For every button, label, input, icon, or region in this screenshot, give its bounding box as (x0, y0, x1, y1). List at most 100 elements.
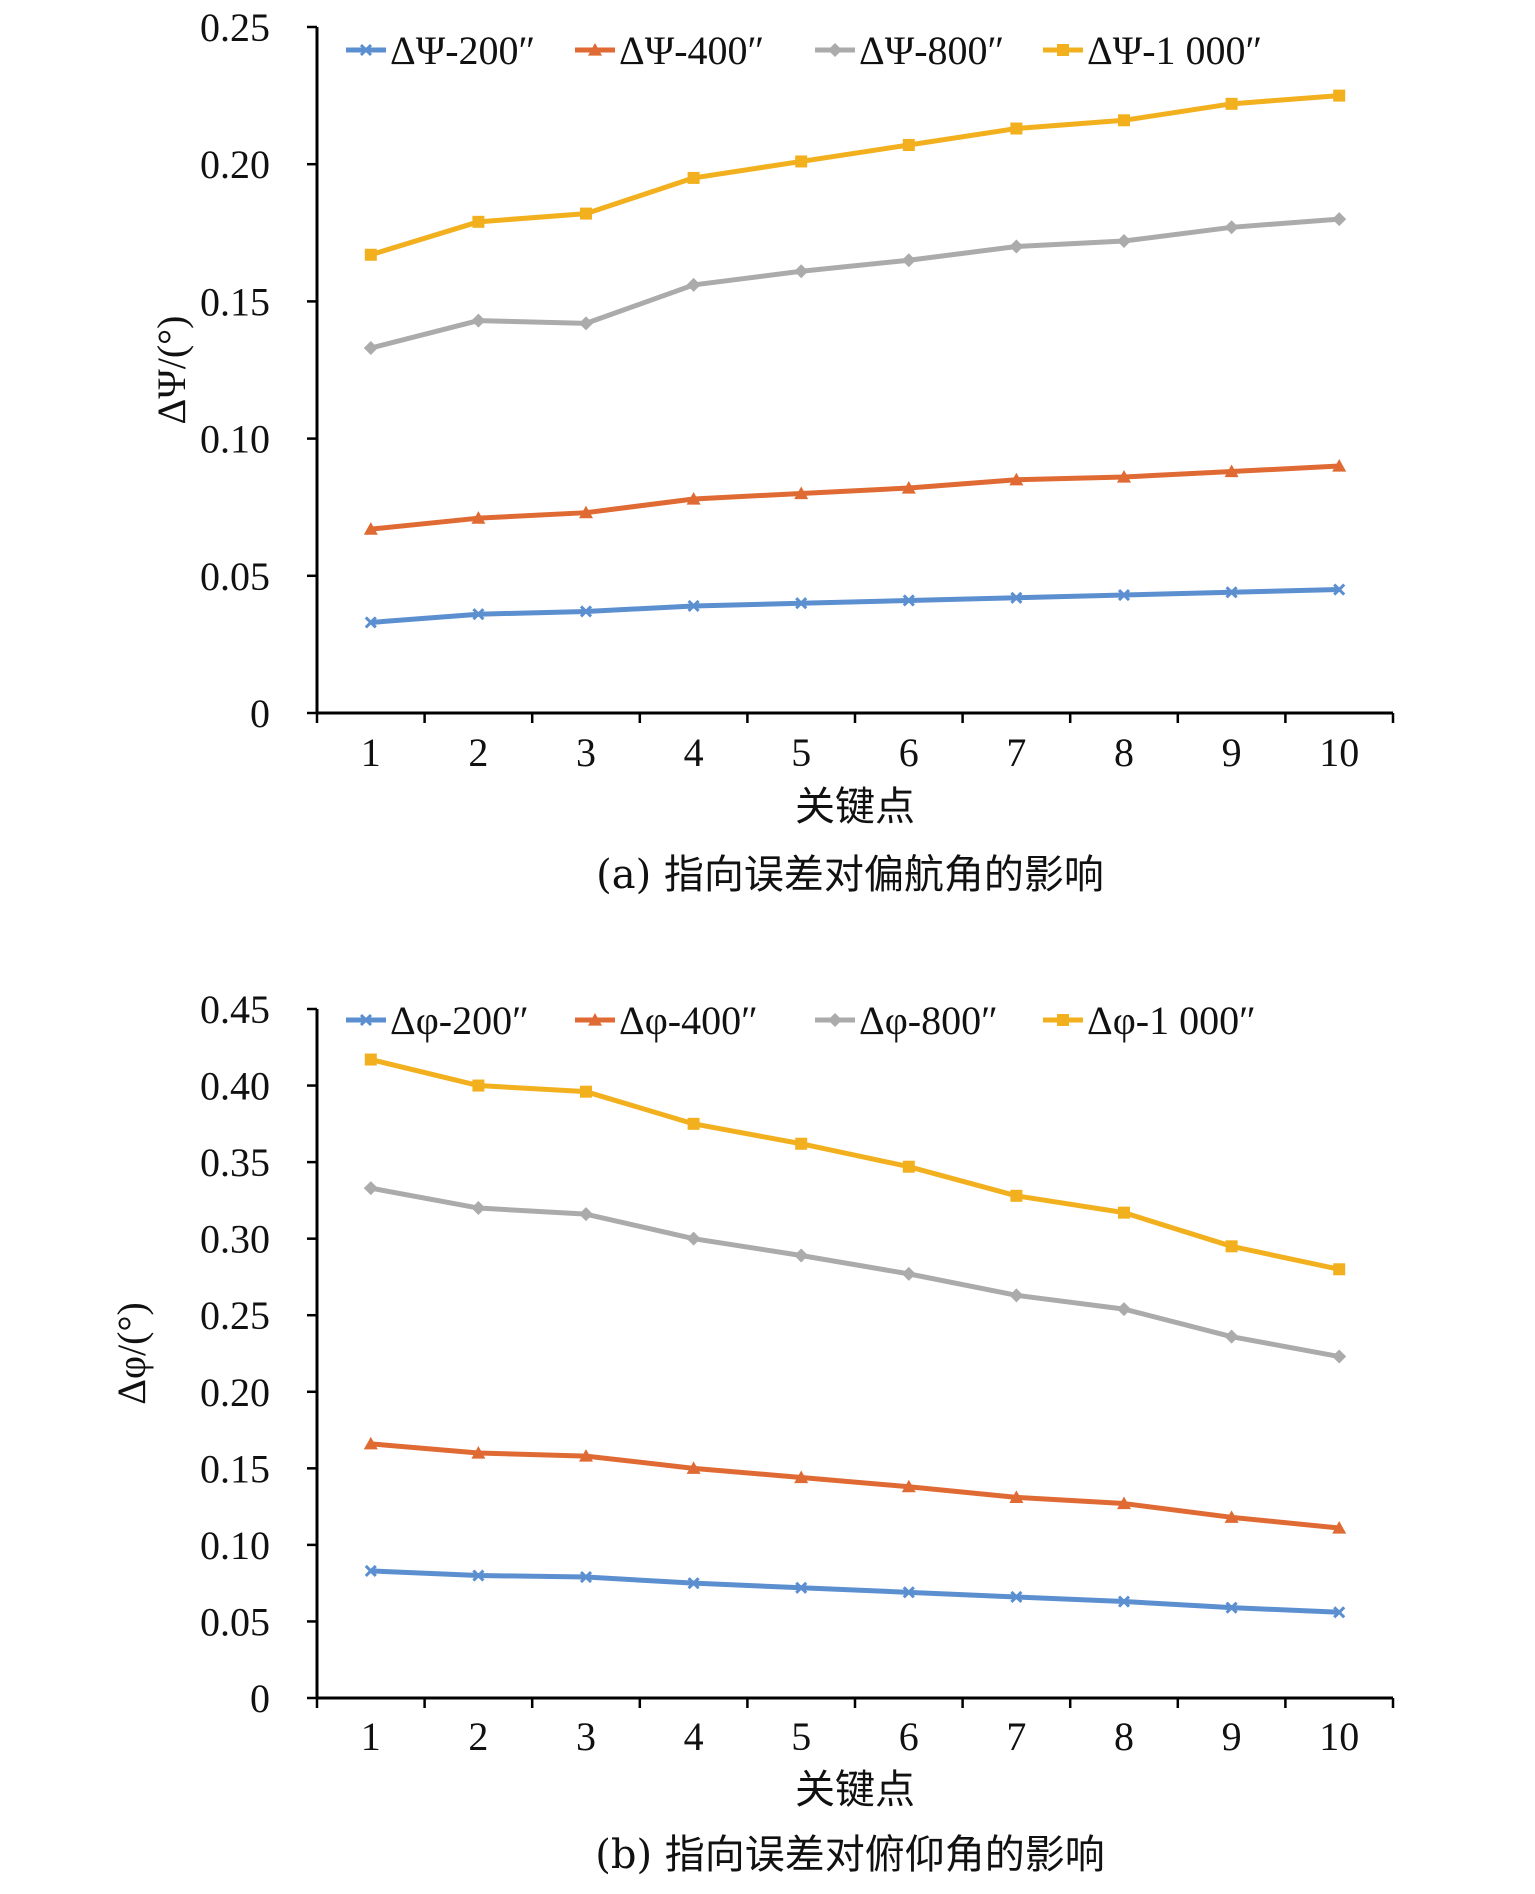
data-point (686, 491, 701, 505)
data-point (901, 1266, 916, 1281)
y-tick-label: 0.45 (200, 987, 270, 1032)
data-point (1117, 234, 1131, 249)
legend-marker (1057, 44, 1069, 56)
data-point (363, 1181, 378, 1196)
y-axis-title: Δφ/(°) (109, 1302, 154, 1405)
y-axis-title: ΔΨ/(°) (149, 316, 194, 425)
data-point (364, 616, 377, 629)
y-tick-label: 0.35 (200, 1140, 270, 1185)
chart-a: 0 0.05 0.10 0.15 0.20 0.25 1 2 3 4 5 6 7 8 9 10 关键点 ΔΨ/(°… (149, 5, 1395, 898)
legend-label: Δφ-400″ (619, 998, 758, 1043)
data-point (579, 1449, 593, 1462)
data-point (1010, 1590, 1023, 1604)
y-tick-label: 0 (250, 691, 270, 736)
data-point (1117, 588, 1131, 602)
x-tick-label: 1 (361, 1714, 381, 1759)
data-point (579, 505, 593, 519)
data-point (1225, 1240, 1238, 1253)
data-point (579, 316, 593, 331)
data-point (902, 594, 915, 607)
data-point (1333, 1606, 1346, 1619)
data-point (471, 1446, 486, 1459)
series-3 (364, 89, 1346, 261)
data-point (364, 1053, 377, 1066)
x-tick-label: 5 (791, 730, 811, 775)
data-point (1009, 472, 1024, 486)
x-tick-label: 8 (1114, 1714, 1134, 1759)
x-tick-label: 10 (1319, 1714, 1359, 1759)
data-point (794, 1248, 809, 1263)
series-line (370, 1441, 1340, 1531)
data-point (579, 1207, 593, 1222)
x-tick-label: 2 (468, 730, 488, 775)
data-point (1117, 1496, 1131, 1510)
data-point (795, 1581, 808, 1594)
data-point (687, 599, 700, 613)
data-point (902, 138, 915, 151)
y-tick-label: 0.05 (200, 554, 270, 599)
data-point (1224, 464, 1239, 478)
data-point (472, 608, 485, 621)
x-tick-label: 6 (899, 1714, 919, 1759)
legend-label: Δφ-1 000″ (1087, 998, 1256, 1043)
data-point (580, 1085, 592, 1098)
legend-label: Δφ-800″ (859, 998, 998, 1043)
x-tick-label: 10 (1319, 730, 1359, 775)
series-2 (363, 212, 1347, 356)
y-tick-label: 0.15 (200, 1446, 270, 1491)
legend-item: Δφ-400″ (575, 998, 758, 1043)
data-point (1009, 1490, 1024, 1504)
legend-item: Δφ-200″ (346, 998, 529, 1043)
legend-label: Δφ-200″ (390, 998, 529, 1043)
y-tick-label: 0.15 (200, 279, 270, 324)
data-point (472, 1569, 485, 1582)
data-point (471, 1201, 486, 1216)
data-point (472, 1079, 485, 1092)
data-point (1118, 114, 1130, 127)
data-point (902, 1586, 915, 1599)
legend-label: ΔΨ-200″ (390, 28, 535, 73)
series-line (370, 216, 1340, 351)
legend-label: ΔΨ-800″ (859, 28, 1004, 73)
legend-item: ΔΨ-400″ (575, 28, 764, 73)
data-point (686, 1461, 701, 1474)
legend-item: ΔΨ-800″ (815, 28, 1004, 73)
data-point (1332, 1521, 1347, 1534)
data-point (901, 253, 916, 268)
data-point (1332, 459, 1347, 472)
data-point (686, 277, 701, 292)
data-point (795, 597, 808, 610)
data-point (687, 1577, 700, 1590)
legend-item: Δφ-800″ (815, 998, 998, 1043)
data-point (795, 155, 808, 168)
data-point (471, 511, 486, 524)
legend-marker (359, 43, 373, 57)
x-tick-label: 5 (791, 1714, 811, 1759)
series-1 (363, 1436, 1347, 1534)
data-point (1117, 1302, 1131, 1317)
data-point (1333, 89, 1346, 102)
data-point (472, 215, 485, 228)
x-axis-title: 关键点 (795, 784, 915, 830)
data-point (363, 522, 378, 535)
data-point (1009, 1288, 1024, 1303)
x-tick-label: 9 (1222, 730, 1242, 775)
y-tick-label: 0.25 (200, 5, 270, 50)
data-point (1010, 122, 1023, 135)
data-point (902, 1160, 915, 1173)
data-point (687, 171, 700, 184)
x-tick-label: 7 (1006, 730, 1026, 775)
series-line (370, 1185, 1340, 1360)
data-point (1333, 583, 1346, 596)
data-point (1224, 1329, 1239, 1344)
data-point (1225, 586, 1238, 599)
legend-marker (359, 1013, 373, 1027)
data-point (1224, 1510, 1239, 1523)
series-3 (364, 1053, 1346, 1276)
series-2 (363, 1181, 1347, 1364)
data-point (1332, 1349, 1347, 1364)
y-tick-label: 0.30 (200, 1217, 270, 1262)
legend-item: Δφ-1 000″ (1043, 998, 1256, 1043)
data-point (901, 1479, 916, 1493)
